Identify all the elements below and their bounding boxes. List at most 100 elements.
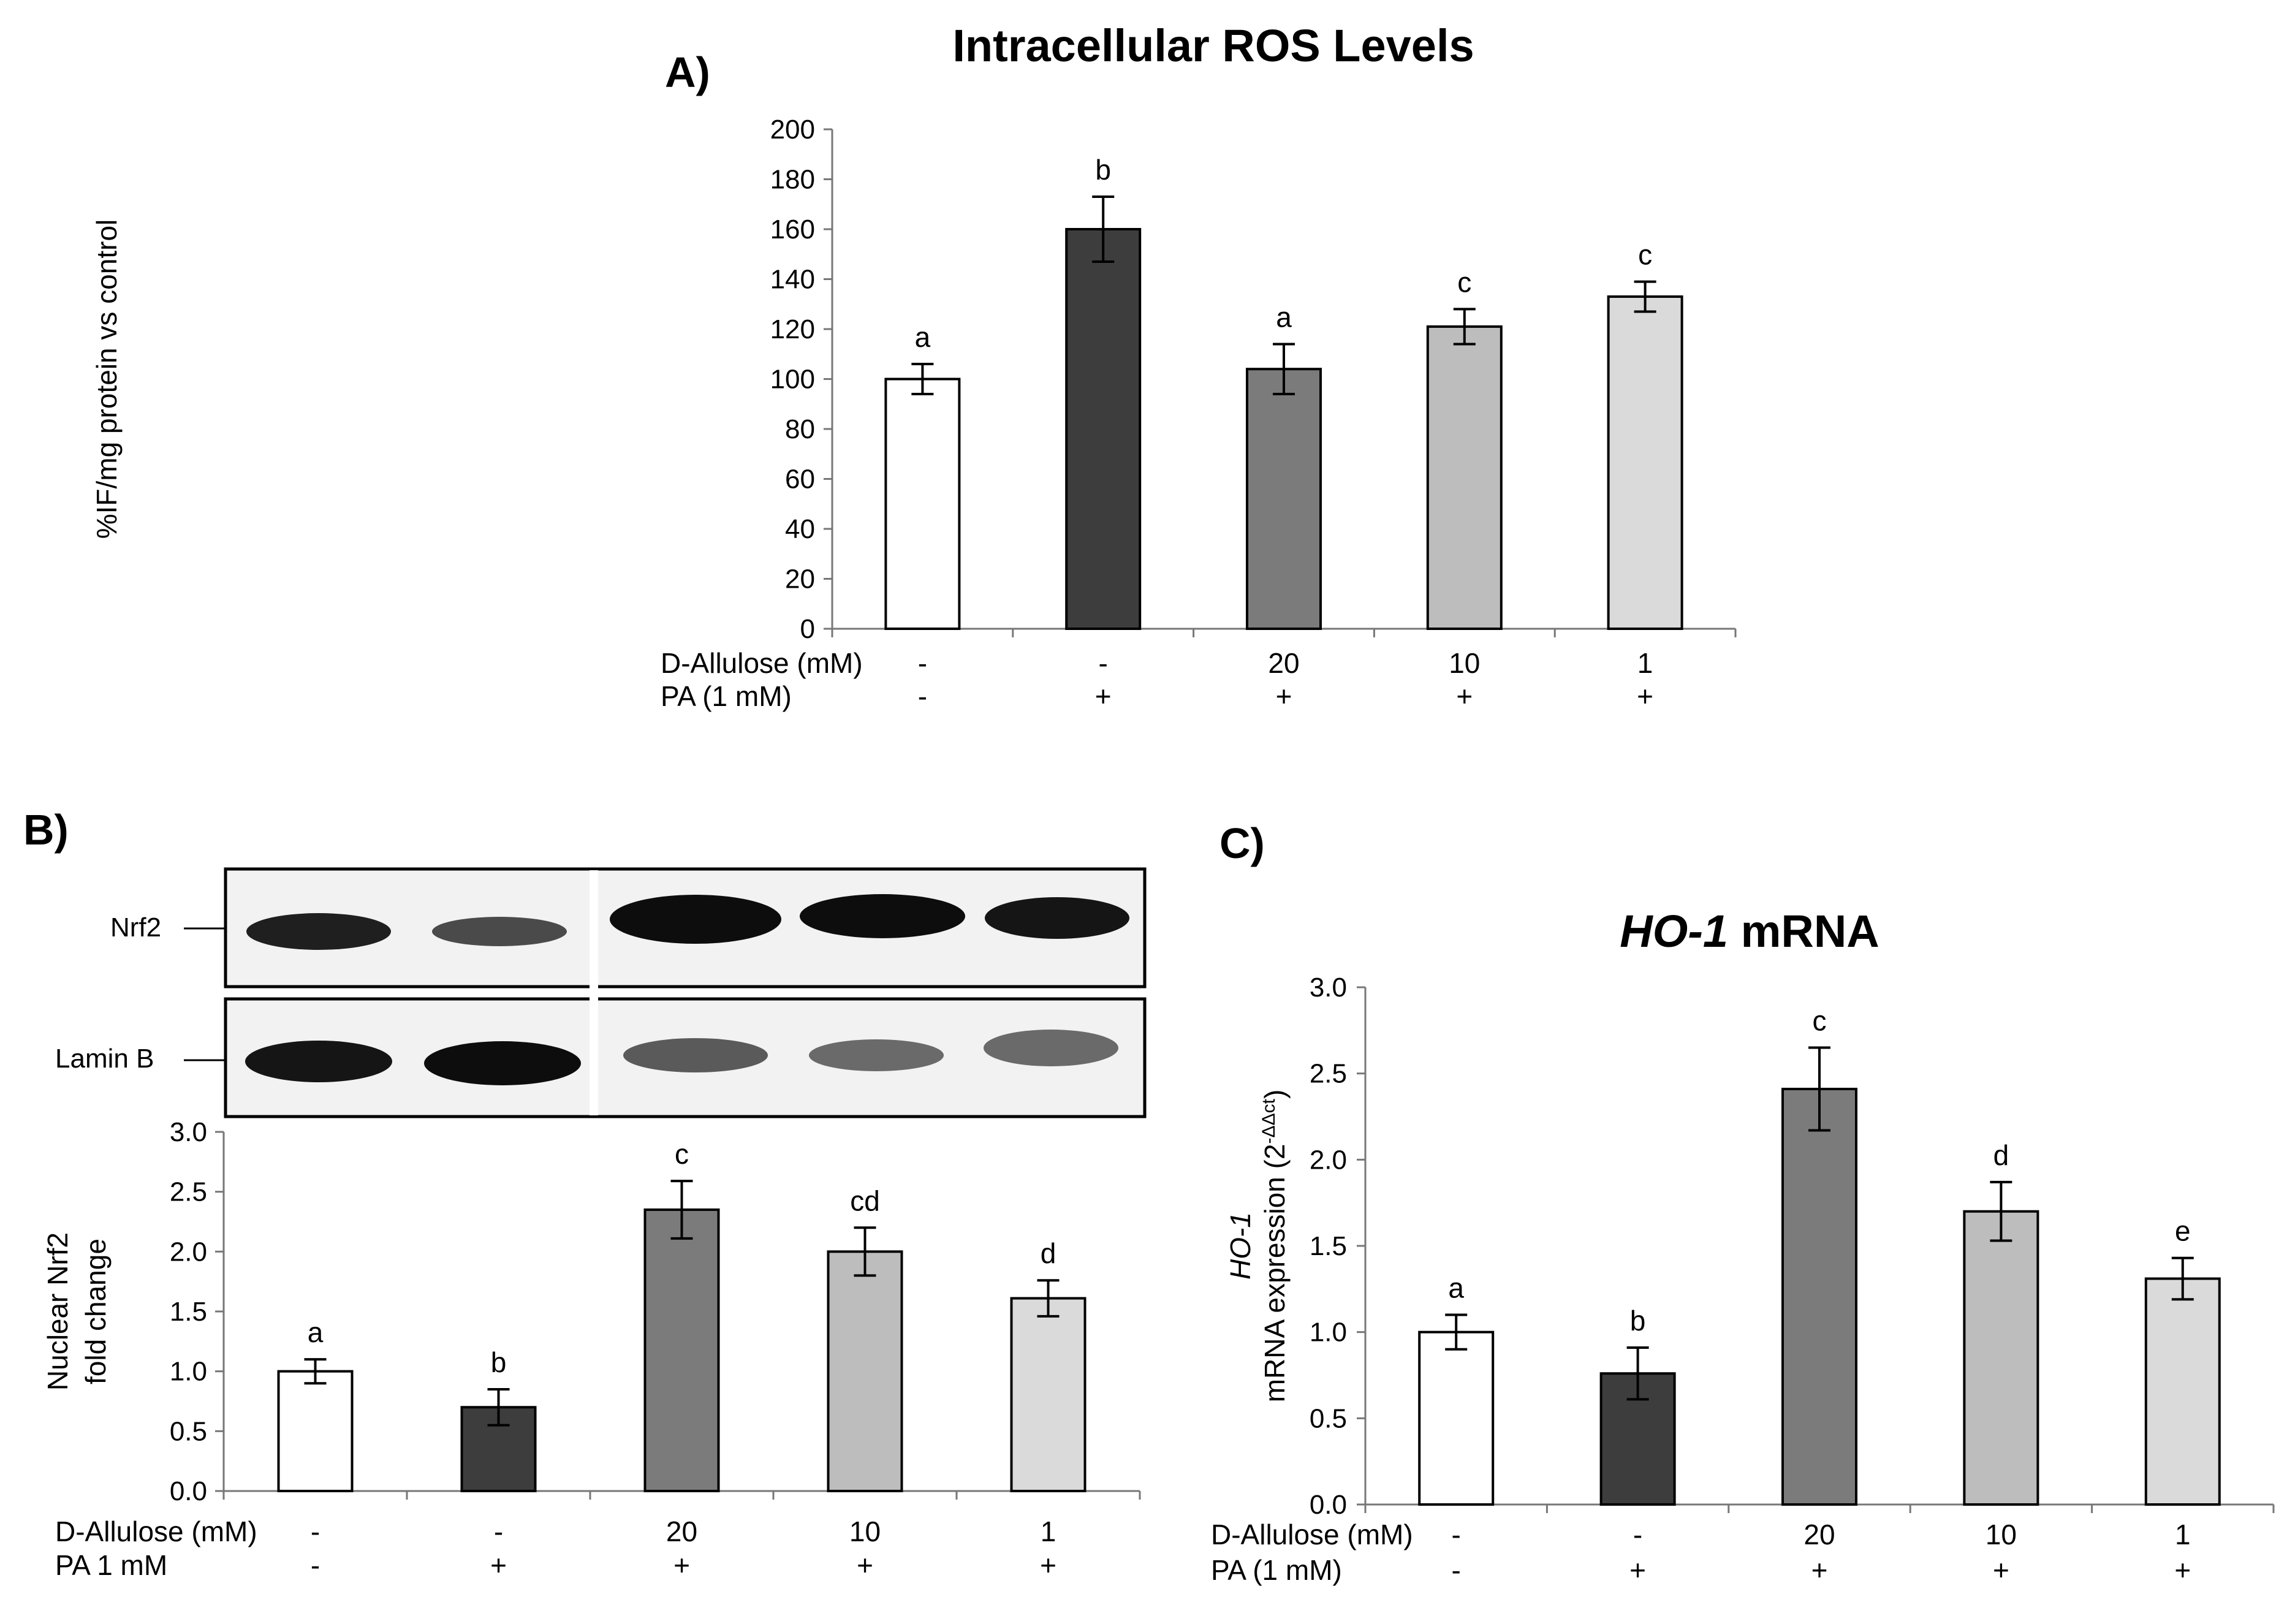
chart-b-significance-letter: a bbox=[308, 1316, 324, 1348]
chart-a-y-tick-label: 40 bbox=[785, 514, 815, 544]
chart-b-y-axis-label-line: fold change bbox=[80, 1239, 112, 1384]
chart-b-y-tick-label: 1.5 bbox=[170, 1297, 207, 1327]
chart-c-bar bbox=[1781, 1087, 1857, 1506]
chart-a-y-tick-label: 100 bbox=[770, 365, 815, 395]
chart-b-significance-letter: d bbox=[1041, 1237, 1056, 1269]
chart-b-significance-letter: c bbox=[675, 1138, 689, 1170]
chart-c-row-value: - bbox=[1452, 1554, 1461, 1586]
chart-c-row-value: + bbox=[1629, 1554, 1646, 1586]
western-blot: Nrf2 Lamin B bbox=[55, 867, 1147, 1118]
laminb-band-5 bbox=[984, 1030, 1118, 1066]
chart-a-row-value: 1 bbox=[1637, 647, 1653, 679]
chart-b-y-tick-label: 2.0 bbox=[170, 1237, 207, 1267]
chart-a-significance-letter: c bbox=[1638, 239, 1652, 271]
chart-a-y-tick-label: 60 bbox=[785, 465, 815, 495]
chart-c-y-tick-label: 3.0 bbox=[1310, 973, 1347, 1003]
chart-a-y-tick-label: 200 bbox=[770, 115, 815, 145]
chart-b-row-label: PA 1 mM bbox=[55, 1549, 167, 1581]
chart-b-row-value: + bbox=[490, 1549, 507, 1581]
chart-b-row-value: - bbox=[311, 1516, 320, 1547]
chart-a-row-value: - bbox=[1099, 647, 1108, 679]
laminb-band-2 bbox=[424, 1041, 581, 1085]
chart-a-row-value: - bbox=[918, 680, 927, 712]
chart-b-row-value: - bbox=[311, 1549, 320, 1581]
chart-b-row-value: 10 bbox=[849, 1516, 881, 1547]
chart-c-row-label: PA (1 mM) bbox=[1211, 1554, 1342, 1586]
chart-c-significance-letter: b bbox=[1630, 1305, 1646, 1337]
chart-c-y-tick-label: 2.5 bbox=[1310, 1059, 1347, 1089]
chart-c-significance-letter: c bbox=[1813, 1004, 1827, 1036]
chart-c-significance-letter: a bbox=[1448, 1272, 1464, 1304]
laminb-band-4 bbox=[809, 1039, 944, 1071]
chart-c-y-axis-label-units: mRNA expression (2-ΔΔct) bbox=[1259, 1090, 1291, 1403]
laminb-band-3 bbox=[623, 1038, 768, 1072]
chart-c-row-value: + bbox=[1811, 1554, 1828, 1586]
chart-a-significance-letter: a bbox=[1276, 301, 1292, 333]
chart-c-y-tick-label: 1.5 bbox=[1310, 1231, 1347, 1261]
chart-a-y-tick-label: 120 bbox=[770, 314, 815, 344]
chart-a-row-label: D-Allulose (mM) bbox=[661, 647, 863, 679]
chart-a-row-value: + bbox=[1637, 680, 1653, 712]
chart-a-bar bbox=[1065, 228, 1142, 630]
chart-a-y-tick-label: 140 bbox=[770, 265, 815, 295]
chart-b-significance-letter: cd bbox=[850, 1185, 880, 1216]
chart-a-bar bbox=[1607, 295, 1683, 630]
chart-a-row-value: - bbox=[918, 647, 927, 679]
chart-a-bar bbox=[1426, 325, 1503, 630]
chart-c-row-value: - bbox=[1452, 1519, 1461, 1550]
chart-a-bar bbox=[1246, 368, 1322, 630]
chart-c-y-tick-label: 1.0 bbox=[1310, 1318, 1347, 1348]
chart-b-row-value: + bbox=[1040, 1549, 1056, 1581]
chart-b-y-tick-label: 2.5 bbox=[170, 1177, 207, 1207]
chart-c-significance-letter: e bbox=[2175, 1215, 2191, 1247]
chart-b-row-label: D-Allulose (mM) bbox=[55, 1516, 257, 1547]
blot-splice-line bbox=[590, 870, 598, 1115]
nrf2-band-3 bbox=[610, 895, 781, 944]
chart-c-row-value: + bbox=[1993, 1554, 2009, 1586]
chart-b-y-axis-label-line: Nuclear Nrf2 bbox=[42, 1232, 74, 1391]
chart-b-row-value: - bbox=[494, 1516, 503, 1547]
chart-c-y-axis-label-superscript: -ΔΔct bbox=[1259, 1098, 1279, 1144]
chart-b-row-value: 20 bbox=[666, 1516, 697, 1547]
panel-label-b: B) bbox=[23, 806, 69, 854]
chart-c-row-value: 1 bbox=[2175, 1519, 2191, 1550]
chart-b-significance-letter: b bbox=[491, 1346, 507, 1378]
chart-c-title-rest: mRNA bbox=[1728, 906, 1879, 957]
chart-b-bar bbox=[827, 1250, 903, 1493]
chart-a-y-tick-label: 80 bbox=[785, 414, 815, 444]
chart-b-y-tick-label: 1.0 bbox=[170, 1357, 207, 1387]
chart-a-y-tick-label: 0 bbox=[800, 614, 815, 644]
laminb-blot-label: Lamin B bbox=[55, 1044, 154, 1074]
chart-c-title: HO-1 mRNA bbox=[1620, 906, 1879, 957]
chart-a-y-tick-label: 160 bbox=[770, 214, 815, 245]
nrf2-band-5 bbox=[985, 897, 1129, 939]
chart-c-significance-letter: d bbox=[1993, 1139, 2009, 1171]
chart-a-y-tick-label: 20 bbox=[785, 564, 815, 594]
chart-b-bar bbox=[1010, 1297, 1087, 1493]
chart-b-y-tick-label: 0.5 bbox=[170, 1416, 207, 1446]
chart-a-row-label: PA (1 mM) bbox=[661, 680, 792, 712]
chart-b-y-tick-label: 3.0 bbox=[170, 1117, 207, 1147]
chart-c-y-axis-label-gene: HO-1 bbox=[1224, 1212, 1256, 1280]
chart-a-significance-letter: a bbox=[915, 321, 931, 353]
chart-c-y-tick-label: 0.0 bbox=[1310, 1490, 1347, 1520]
chart-a-row-value: 10 bbox=[1449, 647, 1480, 679]
chart-c-row-value: 10 bbox=[1985, 1519, 2017, 1550]
nrf2-band-1 bbox=[246, 913, 391, 950]
chart-c-y-axis-label-text: mRNA expression (2 bbox=[1259, 1144, 1291, 1402]
chart-b-nuclear-nrf2: 0.0 0.5 1.0 1.5 2.0 2.5 3.0 a b c cd d D-Allulose (m… bbox=[42, 1117, 1141, 1581]
chart-c-y-axis-label-close: ) bbox=[1259, 1090, 1291, 1099]
chart-a-row-value: 20 bbox=[1268, 647, 1299, 679]
chart-c-row-value: + bbox=[2174, 1554, 2191, 1586]
chart-a-ros-levels: Intracellular ROS Levels0204060801001201… bbox=[91, 20, 1737, 712]
chart-c-row-value: - bbox=[1633, 1519, 1642, 1550]
chart-b-row-value: 1 bbox=[1041, 1516, 1056, 1547]
chart-c-y-tick-label: 2.0 bbox=[1310, 1145, 1347, 1175]
chart-a-y-tick-label: 180 bbox=[770, 165, 815, 195]
chart-c-row-value: 20 bbox=[1803, 1519, 1835, 1550]
chart-b-row-value: + bbox=[857, 1549, 873, 1581]
chart-b-bar bbox=[277, 1370, 354, 1493]
chart-c-row-label: D-Allulose (mM) bbox=[1211, 1519, 1413, 1550]
nrf2-band-4 bbox=[800, 894, 965, 938]
